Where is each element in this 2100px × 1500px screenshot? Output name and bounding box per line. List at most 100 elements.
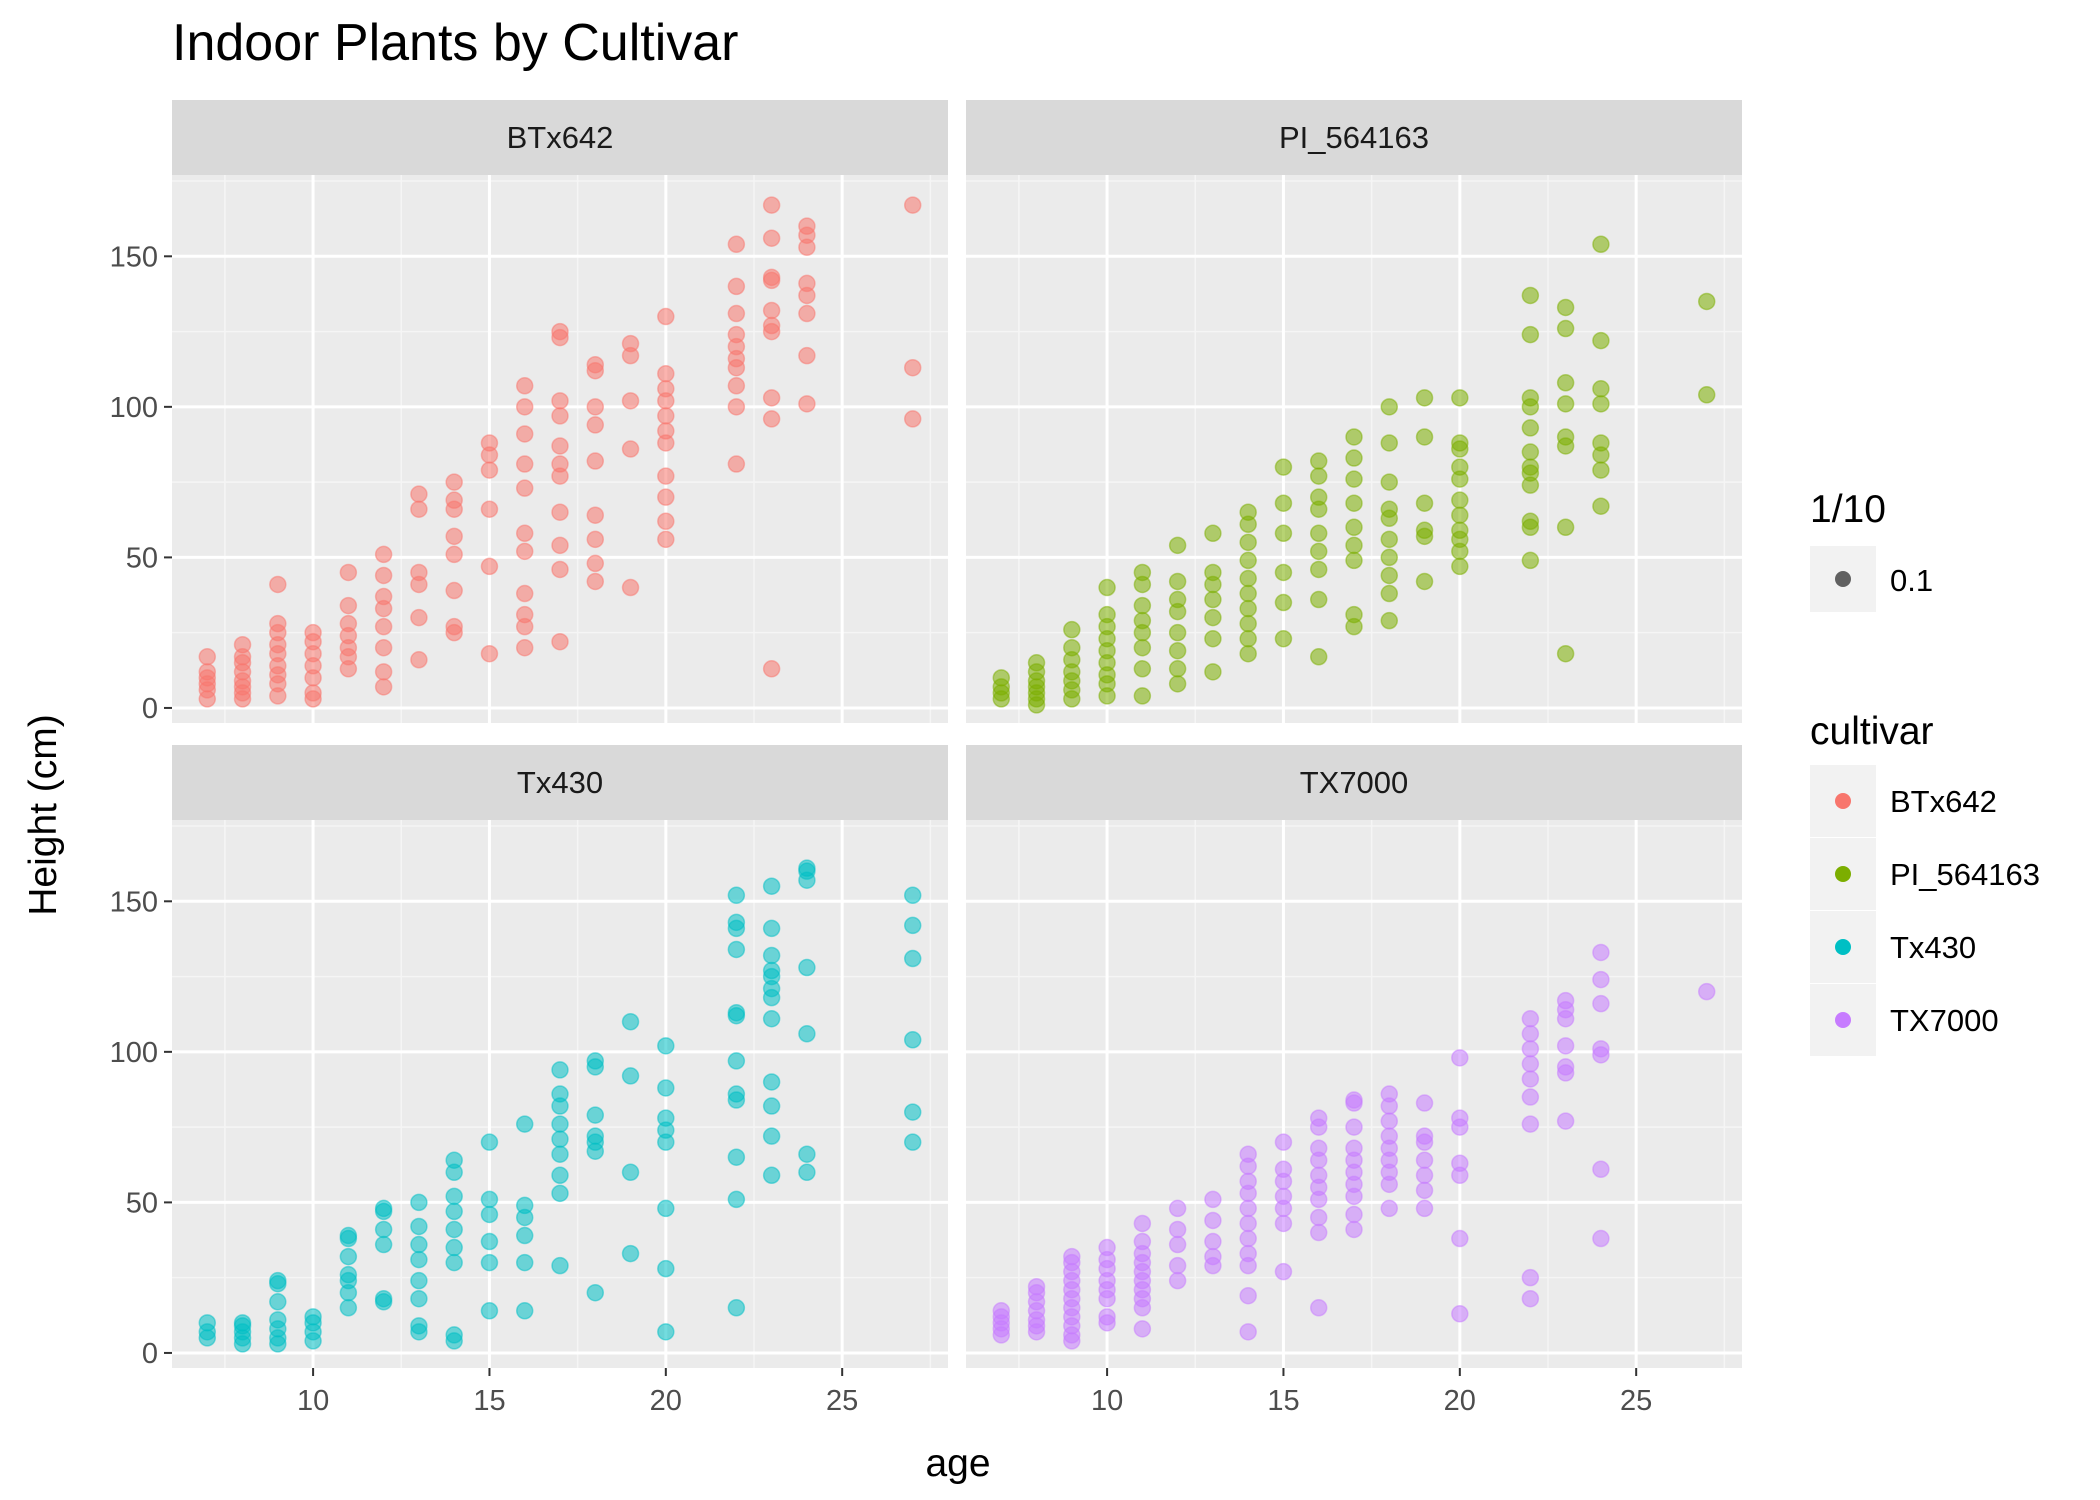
data-point [903,916,922,935]
data-point [1168,1199,1187,1218]
data-point [410,500,428,518]
data-point [515,398,534,416]
data-point [1451,491,1469,509]
y-tick-label: 100 [110,392,158,424]
data-point [1592,1229,1610,1248]
data-point [1204,524,1222,543]
data-point [1697,982,1716,1001]
data-point [1027,1277,1046,1296]
data-point [1168,1220,1187,1239]
data-point [480,1302,499,1320]
data-point [762,316,781,335]
data-point [551,1166,569,1185]
data-point [1274,563,1293,582]
data-point [269,1293,287,1311]
data-point [621,1012,640,1031]
data-point [1239,503,1257,521]
data-point [1415,494,1434,512]
x-tick-label: 25 [1620,1385,1652,1417]
facet-panels: BTx642 0 50 100 150 PI_564163 Tx430 0 50 100 150 10… [110,100,1742,1417]
facet-tx430: Tx430 0 50 100 150 10 15 20 25 [110,745,948,1417]
data-point [727,1052,746,1070]
data-point [551,455,569,473]
data-point [657,488,675,506]
data-point [1345,1220,1363,1239]
data-point [1521,419,1540,437]
data-point [269,1311,287,1329]
data-point [1521,458,1540,476]
facet-strip-label: Tx430 [517,765,603,800]
data-point [1168,1271,1187,1290]
data-point [339,1226,358,1245]
data-point [1133,1232,1152,1251]
data-point [1521,325,1540,344]
data-point [515,1253,534,1272]
data-point [1380,398,1399,416]
data-point [1309,542,1328,561]
data-point [515,584,534,603]
data-point [515,1226,534,1245]
data-point [1204,663,1222,681]
data-point [1451,1305,1469,1323]
facet-pi-564163: PI_564163 [966,100,1742,723]
data-point [586,1106,605,1124]
data-point [762,1097,781,1115]
data-point [1133,611,1152,630]
data-point [1451,389,1469,407]
data-point [1027,654,1046,672]
data-point [515,479,534,497]
data-point [1133,596,1152,615]
data-point [1697,292,1716,311]
data-point [1274,1262,1293,1281]
data-point [727,377,746,395]
data-point [233,635,252,654]
data-point [480,1133,499,1151]
y-tick-label: 50 [126,542,158,574]
data-point [374,566,393,585]
data-point [657,530,675,549]
data-point [1345,551,1363,570]
data-point [1274,524,1293,543]
series-points-btx642 [198,196,922,708]
y-tick-label: 50 [126,1187,158,1219]
data-point [1063,620,1081,639]
data-point [1274,629,1293,648]
data-point [445,545,463,564]
data-point [445,1253,463,1272]
data-point [657,467,675,485]
data-point [304,623,322,642]
data-point [551,322,569,341]
data-point [445,1326,463,1344]
data-point [1345,536,1363,555]
data-point [1380,548,1399,567]
data-point [445,1187,463,1206]
chart-title: Indoor Plants by Cultivar [172,14,739,72]
data-point [1168,623,1187,642]
data-point [727,235,746,254]
data-point [339,1265,358,1284]
data-point [1556,374,1575,392]
data-point [1239,1323,1257,1341]
data-point [1274,458,1293,476]
data-point [727,1003,746,1022]
data-point [1239,584,1257,603]
data-point [1521,551,1540,570]
data-point [374,1289,393,1308]
data-point [515,524,534,543]
facet-btx642: BTx642 0 50 100 150 [110,100,948,725]
data-point [551,1145,569,1163]
data-point [657,512,675,531]
data-point [1451,1229,1469,1248]
data-point [586,1283,605,1302]
data-point [621,440,640,458]
data-point [762,389,781,407]
data-point [586,1127,605,1145]
data-point [903,358,922,377]
x-tick-label: 25 [826,1385,858,1417]
data-point [1415,1181,1434,1200]
data-point [374,1199,393,1218]
data-point [1521,1040,1540,1058]
data-point [1556,1058,1575,1076]
data-point [339,614,358,633]
data-point [1451,434,1469,452]
